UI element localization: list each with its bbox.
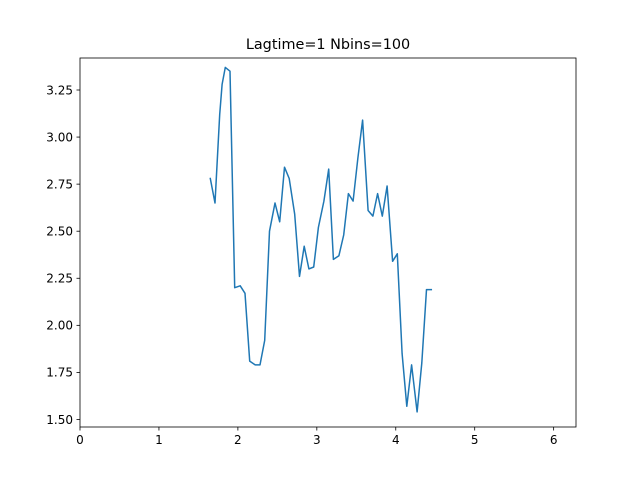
x-tick-label: 0 — [76, 433, 84, 447]
y-tick-label: 2.75 — [46, 177, 73, 191]
x-tick-label: 2 — [234, 433, 242, 447]
series-line — [209, 66, 433, 413]
axes-frame — [79, 57, 577, 428]
x-axis: 0 1 2 3 4 5 6 — [76, 427, 557, 447]
x-tick-label: 3 — [313, 433, 321, 447]
x-tick-label: 5 — [471, 433, 479, 447]
y-tick-label: 1.50 — [46, 413, 73, 427]
y-tick-label: 2.50 — [46, 225, 73, 239]
y-tick-label: 1.75 — [46, 366, 73, 380]
y-tick-label: 2.25 — [46, 272, 73, 286]
x-tick-label: 1 — [155, 433, 163, 447]
chart-title: Lagtime=1 Nbins=100 — [246, 37, 410, 53]
x-tick-label: 4 — [392, 433, 400, 447]
y-tick-label: 2.00 — [46, 319, 73, 333]
plot-area: 0 1 2 3 4 5 6 1.50 1.75 2.00 2.25 2.50 2.75 3.00 3.25 — [46, 57, 577, 447]
series-layer — [209, 66, 433, 413]
y-tick-label: 3.25 — [46, 83, 73, 97]
x-tick-label: 6 — [550, 433, 558, 447]
y-tick-label: 3.00 — [46, 130, 73, 144]
y-axis: 1.50 1.75 2.00 2.25 2.50 2.75 3.00 3.25 — [46, 83, 80, 427]
